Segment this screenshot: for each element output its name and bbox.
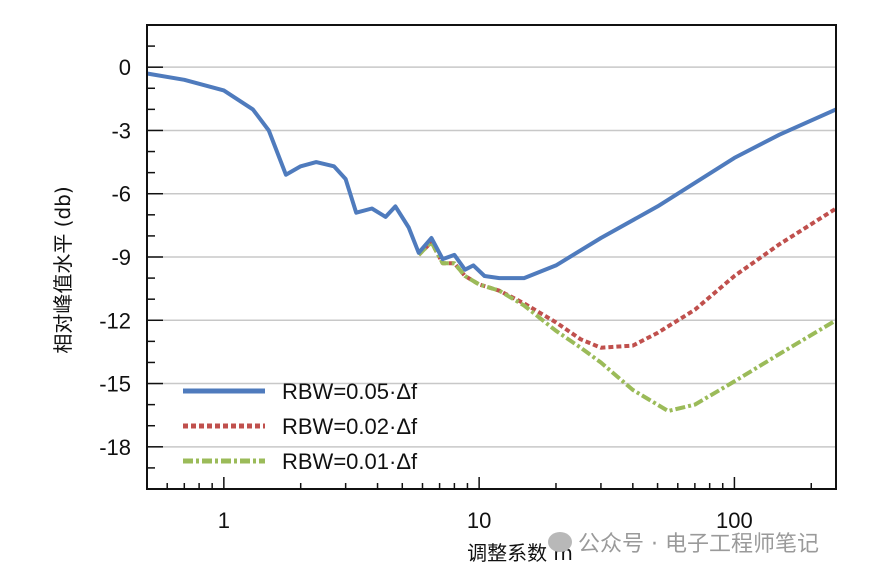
x-tick-label: 10 <box>467 508 491 533</box>
watermark: 公众号 · 电子工程师笔记 <box>548 526 819 558</box>
y-tick-label: -3 <box>111 118 131 143</box>
series-lines <box>146 71 838 413</box>
y-axis-label: 相对峰值水平 (db) <box>51 186 75 353</box>
y-tick-label: -18 <box>99 435 131 460</box>
x-tick-label: 1 <box>218 508 230 533</box>
legend: RBW=0.05·Δf RBW=0.02·Δf RBW=0.01·Δf <box>183 379 418 474</box>
legend-label: RBW=0.05·Δf <box>282 379 418 404</box>
y-tick-label: -15 <box>99 372 131 397</box>
grid <box>147 66 836 448</box>
watermark-text: 公众号 · 电子工程师笔记 <box>578 532 819 557</box>
series-line-0 <box>146 71 837 281</box>
ticks: 0 -3 -6 -9 -12 -15 -18 1 10 100 <box>99 45 813 533</box>
y-tick-label: 0 <box>119 55 131 80</box>
y-tick-label: -6 <box>111 182 131 207</box>
wechat-icon <box>548 532 572 552</box>
x-tick-label: 100 <box>716 508 753 533</box>
y-tick-label: -9 <box>111 245 131 270</box>
legend-label: RBW=0.01·Δf <box>282 449 418 474</box>
y-tick-label: -12 <box>99 308 131 333</box>
legend-label: RBW=0.02·Δf <box>282 414 418 439</box>
series-line-1 <box>417 206 838 350</box>
series-line-2 <box>417 240 838 413</box>
